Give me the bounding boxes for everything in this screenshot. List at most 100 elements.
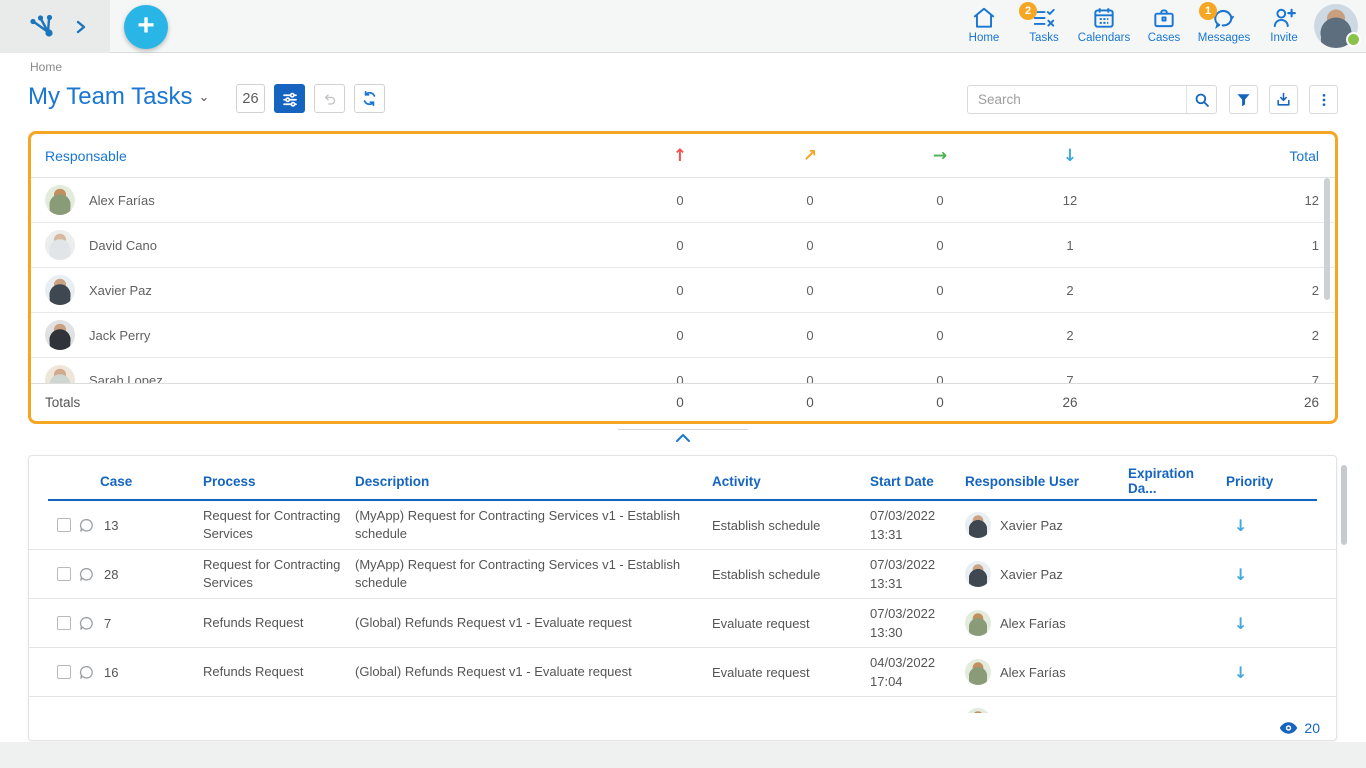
briefcase-icon xyxy=(1151,5,1177,31)
filter-button[interactable] xyxy=(1229,85,1258,114)
start-time: 13:31 xyxy=(870,527,903,542)
search-input[interactable] xyxy=(968,86,1186,113)
refresh-button[interactable] xyxy=(354,84,385,113)
count-total: 1 xyxy=(1135,238,1335,253)
count-low: 1 xyxy=(1005,238,1135,253)
case-number: 7 xyxy=(104,616,111,631)
refresh-icon xyxy=(361,90,378,107)
logo-block[interactable] xyxy=(0,0,110,53)
export-download-button[interactable] xyxy=(1269,85,1298,114)
priority-low-icon: ↓ xyxy=(1226,516,1317,535)
nav-item-invite[interactable]: Invite xyxy=(1253,5,1315,51)
col-description[interactable]: Description xyxy=(355,474,712,489)
count-medium: 0 xyxy=(875,193,1005,208)
tasks-table-card: Case Process Description Activity Start … xyxy=(28,455,1337,741)
task-description: (Global) Refunds Request v1 - Evaluate r… xyxy=(355,712,712,713)
top-bar: + Home 2 Tasks Calendars xyxy=(0,0,1366,53)
count-medium-high: 0 xyxy=(745,283,875,298)
avatar xyxy=(965,659,991,685)
col-priority[interactable]: Priority xyxy=(1226,474,1317,489)
page-scrollbar-thumb[interactable] xyxy=(1341,465,1347,545)
count-total: 7 xyxy=(1135,373,1335,384)
avatar xyxy=(965,708,991,713)
avatar xyxy=(45,365,75,383)
nav-item-calendars[interactable]: Calendars xyxy=(1073,5,1135,51)
priority-high-icon[interactable]: ↑ xyxy=(615,146,745,166)
page-title[interactable]: My Team Tasks⌄ xyxy=(28,83,209,111)
priority-low-icon: ↓ xyxy=(1226,614,1317,633)
task-description: (MyApp) Request for Contracting Services… xyxy=(355,507,712,543)
summary-row[interactable]: Jack Perry 0 0 0 2 2 xyxy=(31,313,1335,358)
count-medium-high: 0 xyxy=(745,373,875,384)
count-medium: 0 xyxy=(875,373,1005,384)
responsable-name: Jack Perry xyxy=(89,328,150,343)
comment-bubble-icon[interactable] xyxy=(79,665,94,680)
collapse-summary-control[interactable] xyxy=(618,429,748,448)
priority-medium-icon[interactable]: → xyxy=(875,146,1005,166)
download-icon xyxy=(1275,91,1292,108)
col-activity[interactable]: Activity xyxy=(712,474,870,489)
row-checkbox[interactable] xyxy=(57,518,71,532)
col-start-date[interactable]: Start Date xyxy=(870,474,965,489)
undo-icon xyxy=(321,90,338,107)
col-process[interactable]: Process xyxy=(203,474,355,489)
task-row-partial[interactable]: Refunds Request (Global) Refunds Request… xyxy=(29,697,1336,713)
col-case[interactable]: Case xyxy=(48,474,203,489)
priority-medium-high-icon[interactable]: ↗ xyxy=(745,146,875,166)
activity-name: Establish schedule xyxy=(712,518,870,533)
breadcrumb: Home xyxy=(30,60,62,74)
col-responsible-user[interactable]: Responsible User xyxy=(965,474,1128,489)
filter-funnel-icon xyxy=(1235,91,1252,108)
search-button[interactable] xyxy=(1186,86,1216,113)
nav-item-cases[interactable]: Cases xyxy=(1133,5,1195,51)
user-avatar[interactable] xyxy=(1314,4,1358,48)
task-row[interactable]: 16 Refunds Request (Global) Refunds Requ… xyxy=(29,648,1336,697)
summary-scrollbar-thumb[interactable] xyxy=(1324,178,1330,300)
row-checkbox[interactable] xyxy=(57,665,71,679)
process-name: Refunds Request xyxy=(203,663,355,681)
comment-bubble-icon[interactable] xyxy=(79,518,94,533)
avatar xyxy=(965,561,991,587)
summary-totals-row: Totals 0 0 0 26 26 xyxy=(31,383,1335,420)
new-case-button[interactable]: + xyxy=(124,5,168,49)
col-total[interactable]: Total xyxy=(1135,148,1335,164)
col-responsable[interactable]: Responsable xyxy=(45,148,615,164)
more-options-button[interactable] xyxy=(1309,85,1338,114)
nav-item-messages[interactable]: 1 Messages xyxy=(1193,5,1255,51)
chevron-right-icon[interactable] xyxy=(76,20,86,34)
nav-label: Tasks xyxy=(1013,32,1075,44)
col-expiration-date[interactable]: Expiration Da... xyxy=(1128,466,1226,496)
comment-bubble-icon[interactable] xyxy=(79,567,94,582)
row-checkbox[interactable] xyxy=(57,616,71,630)
view-settings-button[interactable] xyxy=(274,84,305,113)
task-row[interactable]: 13 Request for Contracting Services (MyA… xyxy=(29,501,1336,550)
count-medium: 0 xyxy=(875,283,1005,298)
responsable-name: Alex Farías xyxy=(89,193,155,208)
activity-name: Evaluate request xyxy=(712,616,870,631)
summary-row-partial[interactable]: Sarah Lopez 0 0 0 7 7 xyxy=(31,358,1335,383)
process-name: Refunds Request xyxy=(203,712,355,713)
nav-item-tasks[interactable]: 2 Tasks xyxy=(1013,5,1075,51)
nav-item-home[interactable]: Home xyxy=(953,5,1015,51)
summary-row[interactable]: David Cano 0 0 0 1 1 xyxy=(31,223,1335,268)
tasks-header-row: Case Process Description Activity Start … xyxy=(29,463,1336,499)
totals-total: 26 xyxy=(1135,395,1335,410)
count-high: 0 xyxy=(615,193,745,208)
eye-icon[interactable] xyxy=(1279,721,1298,735)
summary-row[interactable]: Xavier Paz 0 0 0 2 2 xyxy=(31,268,1335,313)
online-status-dot xyxy=(1346,32,1361,47)
search-icon xyxy=(1193,91,1211,109)
responsible-name: Xavier Paz xyxy=(1000,567,1063,582)
count-total: 2 xyxy=(1135,283,1335,298)
undo-button[interactable] xyxy=(314,84,345,113)
page-size-value[interactable]: 20 xyxy=(1304,720,1320,736)
invite-person-plus-icon xyxy=(1271,5,1297,31)
summary-row[interactable]: Alex Farías 0 0 0 12 12 xyxy=(31,178,1335,223)
row-checkbox[interactable] xyxy=(57,567,71,581)
priority-low-icon[interactable]: ↓ xyxy=(1005,146,1135,166)
case-number: 16 xyxy=(104,665,118,680)
task-row[interactable]: 28 Request for Contracting Services (MyA… xyxy=(29,550,1336,599)
task-row[interactable]: 7 Refunds Request (Global) Refunds Reque… xyxy=(29,599,1336,648)
comment-bubble-icon[interactable] xyxy=(79,616,94,631)
title-caret-icon: ⌄ xyxy=(199,89,210,104)
